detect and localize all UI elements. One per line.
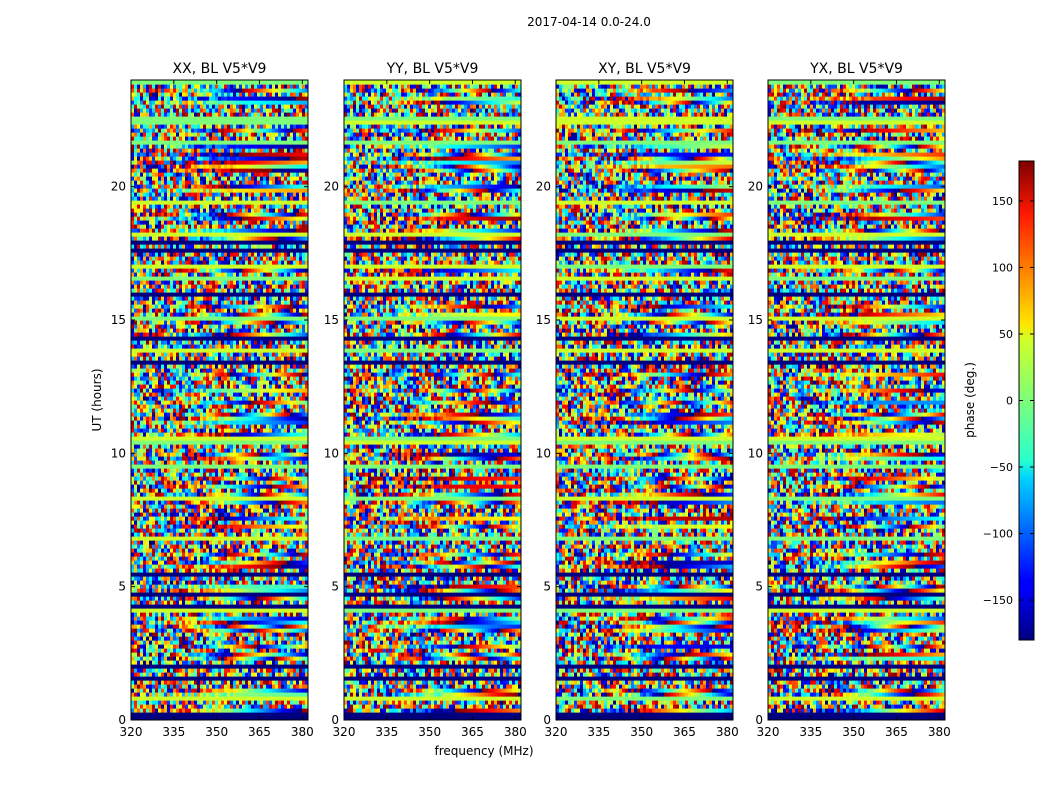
panel-title: YX, BL V5*V9 xyxy=(809,61,903,77)
phase-heatmap xyxy=(768,80,945,720)
y-tick-label: 5 xyxy=(543,580,551,594)
phase-heatmap xyxy=(556,80,733,720)
y-tick-label: 20 xyxy=(111,180,126,194)
panel-yx: YX, BL V5*V9 320 335 350 365 380 0 5 10 15 20 xyxy=(748,61,951,739)
y-tick-label: 5 xyxy=(331,580,339,594)
x-tick-label: 380 xyxy=(504,725,527,739)
panel-title: XY, BL V5*V9 xyxy=(598,61,691,77)
figure-suptitle: 2017-04-14 0.0-24.0 xyxy=(527,15,651,29)
panel-xy: XY, BL V5*V9 320 335 350 365 380 0 5 10 15 20 xyxy=(536,61,739,739)
panel-title: XX, BL V5*V9 xyxy=(173,61,267,77)
x-tick-label: 350 xyxy=(842,725,865,739)
x-tick-label: 380 xyxy=(928,725,951,739)
y-tick-label: 0 xyxy=(118,713,126,727)
x-tick-label: 320 xyxy=(333,725,356,739)
x-tick-label: 335 xyxy=(799,725,822,739)
colorbar: 150 100 50 0 −50 −100 −150 phase (deg.) xyxy=(963,160,1035,641)
colorbar-ticks: 150 100 50 0 −50 −100 −150 xyxy=(983,195,1034,607)
y-tick-label: 10 xyxy=(748,446,763,460)
x-tick-label: 365 xyxy=(885,725,908,739)
y-tick-label: 10 xyxy=(536,446,551,460)
phase-heatmap xyxy=(344,80,521,720)
colorbar-tick-label: −50 xyxy=(990,461,1013,474)
x-tick-label: 350 xyxy=(630,725,653,739)
y-tick-label: 15 xyxy=(536,313,551,327)
x-tick-label: 380 xyxy=(291,725,314,739)
x-tick-label: 335 xyxy=(375,725,398,739)
y-tick-label: 20 xyxy=(748,180,763,194)
x-axis-label: frequency (MHz) xyxy=(434,744,533,758)
y-tick-label: 20 xyxy=(536,180,551,194)
y-tick-label: 0 xyxy=(543,713,551,727)
colorbar-tick-label: 0 xyxy=(1006,395,1013,408)
y-tick-label: 0 xyxy=(755,713,763,727)
panel-yy: YY, BL V5*V9 320 335 350 365 380 0 5 10 15 20 frequ… xyxy=(324,61,534,758)
y-tick-label: 10 xyxy=(324,446,339,460)
x-tick-label: 335 xyxy=(587,725,610,739)
y-axis-label: UT (hours) xyxy=(90,368,104,431)
panel-title: YY, BL V5*V9 xyxy=(386,61,479,77)
colorbar-tick-label: 150 xyxy=(992,195,1013,208)
y-tick-label: 15 xyxy=(748,313,763,327)
colorbar-label: phase (deg.) xyxy=(963,362,977,438)
panel-frame xyxy=(555,79,734,721)
y-tick-label: 15 xyxy=(111,313,126,327)
panel-xx: XX, BL V5*V9 320 335 350 365 380 0 5 10 15 20 xyxy=(111,61,314,739)
x-tick-label: 365 xyxy=(248,725,271,739)
x-tick-label: 320 xyxy=(120,725,143,739)
colorbar-tick-label: −100 xyxy=(983,528,1013,541)
y-tick-label: 20 xyxy=(324,180,339,194)
x-tick-label: 320 xyxy=(757,725,780,739)
colorbar-tick-label: 100 xyxy=(992,261,1013,274)
colorbar-tick-label: 50 xyxy=(999,328,1013,341)
colorbar-tick-label: −150 xyxy=(983,594,1013,607)
x-tick-label: 380 xyxy=(716,725,739,739)
x-tick-label: 320 xyxy=(545,725,568,739)
x-tick-label: 365 xyxy=(673,725,696,739)
y-tick-label: 10 xyxy=(111,446,126,460)
panel-frame xyxy=(767,79,946,721)
x-tick-label: 350 xyxy=(205,725,228,739)
y-tick-label: 0 xyxy=(331,713,339,727)
x-tick-label: 365 xyxy=(461,725,484,739)
x-tick-label: 350 xyxy=(418,725,441,739)
panel-frame xyxy=(130,79,309,721)
x-tick-label: 335 xyxy=(162,725,185,739)
phase-heatmap xyxy=(131,80,308,720)
y-tick-label: 5 xyxy=(118,580,126,594)
panel-frame xyxy=(343,79,522,721)
y-tick-label: 15 xyxy=(324,313,339,327)
y-tick-label: 5 xyxy=(755,580,763,594)
